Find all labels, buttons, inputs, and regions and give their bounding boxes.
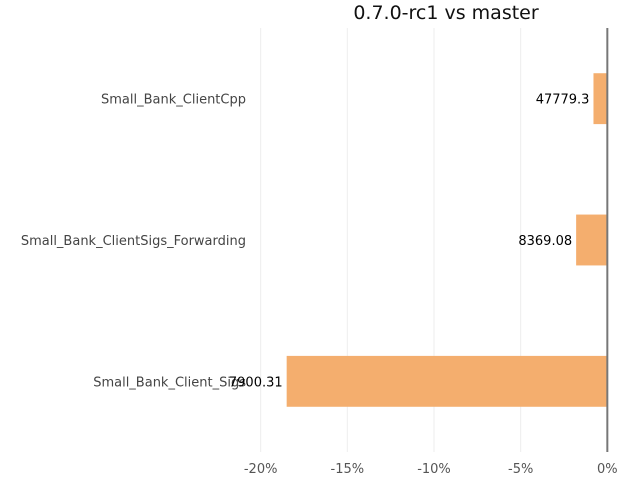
bars bbox=[286, 73, 608, 407]
x-tick-label: -15% bbox=[331, 462, 365, 477]
x-tick-label: -10% bbox=[417, 462, 451, 477]
value-labels: 47779.3 8369.08 7900.31 bbox=[229, 93, 590, 391]
value-label: 47779.3 bbox=[536, 93, 590, 108]
category-label: Small_Bank_Client_Sigs bbox=[93, 375, 246, 390]
x-tick-label: -20% bbox=[244, 462, 278, 477]
bar bbox=[593, 73, 608, 125]
value-label: 7900.31 bbox=[229, 375, 283, 390]
chart-title: 0.7.0-rc1 vs master bbox=[353, 2, 539, 24]
bar bbox=[286, 355, 608, 407]
x-axis-ticks: -20% -15% -10% -5% 0% bbox=[244, 462, 618, 477]
category-label: Small_Bank_ClientSigs_Forwarding bbox=[21, 234, 246, 249]
value-label: 8369.08 bbox=[518, 234, 572, 249]
category-label: Small_Bank_ClientCpp bbox=[101, 93, 246, 108]
bar bbox=[576, 214, 608, 266]
category-labels: Small_Bank_ClientCpp Small_Bank_ClientSig… bbox=[21, 93, 246, 391]
x-tick-label: 0% bbox=[597, 462, 618, 477]
x-tick-label: -5% bbox=[508, 462, 533, 477]
